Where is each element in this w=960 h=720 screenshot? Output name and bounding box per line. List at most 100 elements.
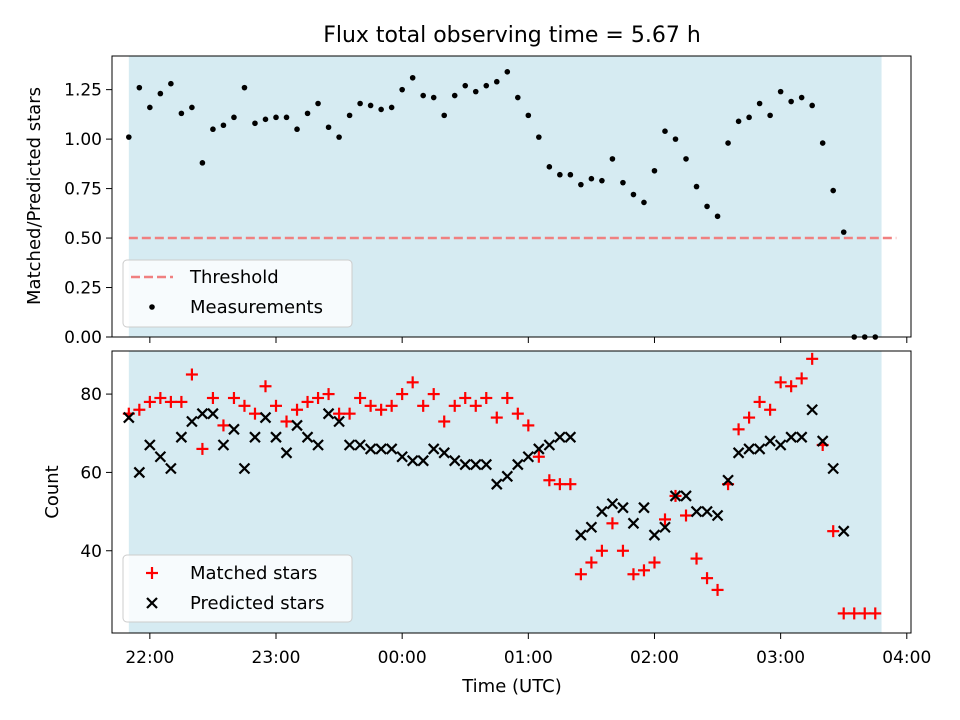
matched-star-point xyxy=(680,509,693,522)
predicted-star-point xyxy=(491,478,503,490)
predicted-star-point xyxy=(291,419,303,432)
predicted-star-point xyxy=(722,474,734,487)
matched-star-point xyxy=(701,572,714,585)
predicted-star-point xyxy=(249,431,261,443)
predicted-star-point xyxy=(333,415,345,428)
bottom-y-tick-label: 40 xyxy=(80,542,102,562)
predicted-star-point xyxy=(512,458,524,471)
predicted-star-point xyxy=(596,505,608,518)
predicted-star-point xyxy=(753,443,766,455)
matched-star-point xyxy=(375,403,388,416)
predicted-star-point xyxy=(627,517,640,530)
predicted-star-point xyxy=(795,431,808,443)
measurement-point xyxy=(809,102,815,109)
top-y-ticks: 0.00 0.25 0.50 0.75 1.00 1.25 xyxy=(64,81,112,348)
x-tick-label: 01:00 xyxy=(504,648,553,668)
matched-star-point xyxy=(774,376,787,389)
measurement-point xyxy=(147,104,153,111)
predicted-star-point xyxy=(617,501,629,514)
measurement-point xyxy=(578,181,584,188)
matched-star-point xyxy=(764,403,777,416)
measurement-point xyxy=(557,171,563,178)
matched-star-point xyxy=(827,525,840,538)
matched-star-point xyxy=(658,513,671,526)
matched-star-point xyxy=(553,478,566,491)
matched-star-point xyxy=(595,544,608,557)
x-tick-label: 22:00 xyxy=(125,648,174,668)
measurement-point xyxy=(304,110,311,117)
predicted-star-point xyxy=(238,462,251,475)
chart-title: Flux total observing time = 5.67 h xyxy=(323,23,701,48)
matched-star-point xyxy=(795,372,808,385)
matched-star-point xyxy=(280,415,293,428)
measurement-point xyxy=(210,126,216,133)
matched-star-point xyxy=(469,399,482,412)
predicted-star-point xyxy=(564,431,577,443)
matched-star-point xyxy=(743,411,756,424)
measurement-point xyxy=(388,104,395,111)
top-marks xyxy=(126,69,897,340)
matched-star-point xyxy=(270,399,283,412)
matched-star-point xyxy=(522,419,535,432)
predicted-star-point xyxy=(448,454,461,467)
predicted-star-point xyxy=(406,454,419,467)
legend-measurements-label: Measurements xyxy=(190,297,323,318)
measurement-point xyxy=(515,94,521,101)
bottom-x-ticks: 22:00 23:00 00:00 01:00 02:00 03:00 04:00 xyxy=(125,633,931,668)
matched-star-point xyxy=(785,380,798,393)
measurement-point xyxy=(735,118,742,125)
predicted-star-point xyxy=(301,431,314,443)
measurement-point xyxy=(588,175,595,182)
matched-star-point xyxy=(301,395,314,408)
bottom-panel: 40 60 80 22:00 23:00 00:00 01:00 02:00 03:00 04:… xyxy=(42,350,931,697)
x-tick-label: 00:00 xyxy=(378,648,427,668)
matched-star-point xyxy=(438,415,451,428)
predicted-star-point xyxy=(585,521,598,534)
matched-star-point xyxy=(291,403,304,416)
matched-star-point xyxy=(364,399,377,412)
predicted-star-point xyxy=(480,458,493,471)
matched-star-point xyxy=(164,395,177,408)
matched-star-point xyxy=(417,399,430,412)
measurement-point xyxy=(756,100,763,107)
measurement-point xyxy=(168,80,174,87)
measurement-point xyxy=(462,82,469,89)
measurement-point xyxy=(420,92,426,99)
top-y-tick-label: 0.00 xyxy=(64,328,102,348)
top-y-tick-label: 0.50 xyxy=(64,229,102,249)
bottom-y-ticks: 40 60 80 xyxy=(80,385,112,562)
measurement-point xyxy=(325,124,332,131)
measurement-point xyxy=(683,156,689,162)
matched-star-point xyxy=(869,607,882,620)
predicted-star-point xyxy=(533,443,545,455)
top-y-tick-label: 0.75 xyxy=(64,180,102,200)
predicted-star-point xyxy=(732,447,745,459)
predicted-star-point xyxy=(207,407,219,420)
x-tick-label: 02:00 xyxy=(630,648,679,668)
measurement-point xyxy=(378,106,384,113)
predicted-star-point xyxy=(427,443,440,455)
matched-star-point xyxy=(806,352,819,365)
predicted-star-point xyxy=(133,466,146,479)
predicted-star-point xyxy=(343,439,356,451)
bottom-y-tick-label: 80 xyxy=(80,385,102,405)
matched-star-point xyxy=(848,607,861,620)
measurement-point xyxy=(788,98,794,105)
measurement-point xyxy=(672,136,679,142)
x-tick-label: 23:00 xyxy=(252,648,301,668)
predicted-star-point xyxy=(764,435,776,447)
predicted-star-point xyxy=(669,490,682,502)
bottom-y-axis-label: Count xyxy=(42,465,63,518)
predicted-star-point xyxy=(228,423,240,436)
legend-measurements-swatch xyxy=(149,304,155,310)
top-y-tick-label: 0.25 xyxy=(64,279,102,299)
measurement-point xyxy=(409,74,416,81)
measurement-point xyxy=(714,213,721,220)
x-tick-label: 03:00 xyxy=(756,648,805,668)
predicted-star-point xyxy=(774,439,787,451)
predicted-star-point xyxy=(827,462,839,475)
measurement-point xyxy=(294,126,300,133)
matched-star-point xyxy=(385,399,398,412)
matched-star-point xyxy=(648,556,661,569)
measurement-point xyxy=(704,203,710,210)
